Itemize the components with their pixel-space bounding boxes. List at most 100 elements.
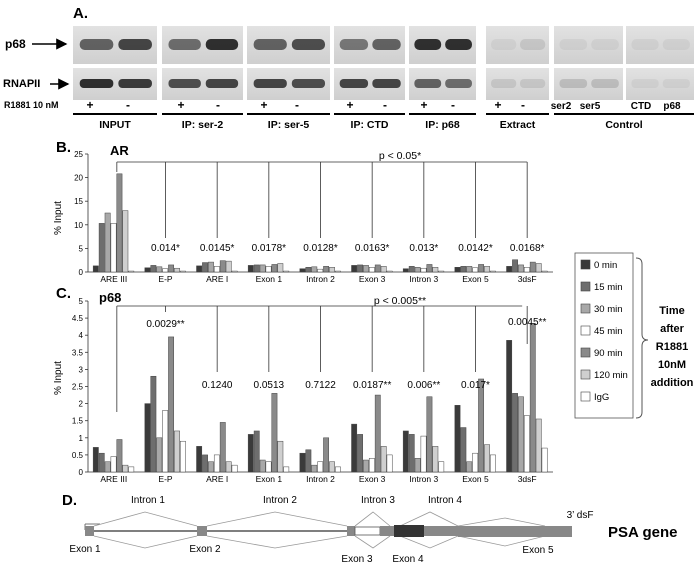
panel-a: A. p68 RNAPII R1881 10 nM + - + - + - + - + - + - se…: [3, 5, 694, 131]
bar-igg: [231, 464, 238, 473]
y-tick-label: 20: [74, 174, 83, 183]
bar-0-min: [196, 446, 203, 473]
bar-120-min: [535, 263, 542, 273]
chart-c-title: p68: [99, 290, 121, 305]
bar-0-min: [144, 267, 151, 273]
group-label: IP: CTD: [351, 119, 389, 131]
rnapii-band: [291, 79, 326, 88]
exon-5-block: [458, 526, 572, 537]
bar-45-min: [368, 267, 375, 273]
exon-1-block: [85, 526, 94, 536]
bar-30-min: [466, 266, 473, 273]
p-value-label: 0.0145*: [200, 243, 235, 254]
p-value-label: 0.017*: [461, 380, 490, 391]
legend-label: 0 min: [594, 260, 617, 271]
treatment-sign: +: [260, 98, 267, 112]
group-label: Extract: [500, 119, 536, 131]
treatment-sign: +: [177, 98, 184, 112]
bar-igg: [490, 454, 496, 473]
chart-b-title: AR: [110, 143, 129, 158]
bar-90-min: [219, 260, 226, 273]
p68-band: [662, 39, 690, 50]
bar-90-min: [529, 322, 536, 473]
legend-label: 120 min: [594, 370, 628, 381]
y-tick-label: 4.5: [72, 314, 84, 323]
y-tick-label: 1.5: [72, 417, 84, 426]
x-tick-label: Intron 2: [306, 474, 335, 484]
bar-120-min: [484, 444, 490, 473]
bar-45-min: [472, 267, 479, 273]
bar-90-min: [168, 264, 175, 273]
gene-tail-label: 3’ dsF: [567, 510, 594, 521]
p68-band: [118, 39, 152, 50]
intron-2-splice: [206, 511, 348, 527]
x-tick-label: Exon 1: [256, 474, 283, 484]
legend-swatch: [580, 259, 591, 270]
bar-15-min: [305, 267, 312, 273]
y-tick-label: 1: [79, 434, 84, 443]
group-label: IP: ser-2: [182, 119, 224, 131]
y-tick-label: 2: [79, 400, 84, 409]
treatment-sign: -: [295, 98, 299, 112]
legend-note-3: R1881: [656, 341, 688, 353]
bar-45-min: [213, 266, 220, 273]
treatment-sign: +: [346, 98, 353, 112]
rnapii-band: [662, 79, 690, 88]
p68-band: [372, 39, 401, 50]
control-lane-label: CTD: [631, 101, 652, 112]
p-value-label: 0.0178*: [252, 243, 287, 254]
intron-4-label: Intron 4: [428, 495, 462, 506]
p68-band: [559, 39, 588, 50]
bar-0-min: [454, 267, 461, 273]
p-value-label: 0.1240: [202, 380, 233, 391]
exon-4-splice: [399, 535, 459, 549]
bar-120-min: [174, 430, 180, 473]
blot-rnapii-strip: [486, 68, 549, 100]
bracket-label: p < 0.005**: [374, 295, 426, 307]
bar-90-min: [426, 396, 433, 473]
legend-label: IgG: [594, 392, 609, 403]
y-tick-label: 0: [79, 468, 84, 477]
panel-b-label: B.: [56, 139, 71, 156]
bar-0-min: [506, 266, 513, 273]
bar-120-min: [432, 446, 439, 473]
bar-15-min: [460, 427, 467, 473]
bar-15-min: [253, 430, 260, 473]
p-value-label: 0.006**: [407, 380, 440, 391]
bar-45-min: [110, 456, 117, 473]
bar-igg: [283, 270, 290, 273]
bar-30-min: [311, 266, 318, 273]
p-value-label: 0.7122: [305, 380, 336, 391]
bar-30-min: [259, 459, 266, 473]
p68-band: [520, 39, 546, 50]
bar-120-min: [380, 266, 387, 273]
bar-30-min: [156, 266, 163, 273]
p68-band: [445, 39, 472, 50]
y-tick-label: 10: [74, 221, 83, 230]
bar-120-min: [174, 267, 180, 273]
gene-name: PSA gene: [608, 524, 677, 541]
blot-group-labels: INPUT IP: ser-2 IP: ser-5 IP: CTD IP: p68 Ext…: [73, 113, 694, 131]
p-value-label: 0.0513: [254, 380, 285, 391]
group-label: IP: p68: [425, 119, 460, 131]
p-value-label: 0.0168*: [510, 243, 545, 254]
bar-120-min: [225, 260, 232, 273]
bar-45-min: [420, 435, 427, 473]
intron-2-label: Intron 2: [263, 495, 297, 506]
p-value-label: 0.0128*: [303, 243, 338, 254]
y-tick-label: 5: [79, 297, 84, 306]
treatment-sign: +: [420, 98, 427, 112]
rnapii-band: [520, 79, 546, 88]
legend-note-2: after: [660, 323, 685, 335]
bar-30-min: [208, 461, 214, 473]
bar-90-min: [116, 439, 123, 473]
legend-swatch: [580, 391, 591, 402]
bar-15-min: [512, 393, 518, 473]
legend-items: 0 min 15 min 30 min 45 min 90 min 120 min IgG: [580, 259, 628, 403]
bar-15-min: [202, 262, 208, 273]
chart-b-ylabel: % Input: [53, 201, 64, 235]
bar-0-min: [196, 265, 203, 273]
blot-p68-strip: [486, 26, 549, 64]
x-tick-label: Exon 3: [359, 474, 386, 484]
bar-igg: [180, 270, 186, 273]
